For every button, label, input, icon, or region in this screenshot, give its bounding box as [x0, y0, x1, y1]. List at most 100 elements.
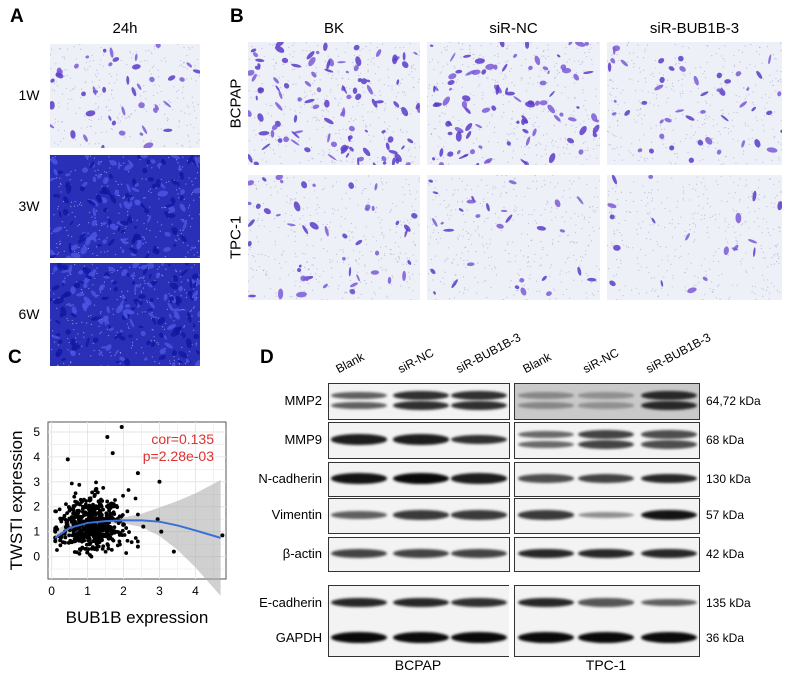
protein-band — [641, 440, 697, 449]
protein-band — [331, 401, 387, 410]
data-point — [96, 511, 101, 516]
protein-band — [578, 392, 634, 399]
x-axis-label: BUB1B expression — [66, 608, 209, 627]
panel-a-label: A — [10, 6, 24, 27]
data-point — [92, 494, 97, 499]
protein-band — [518, 440, 574, 449]
data-point — [96, 544, 101, 549]
data-point — [101, 544, 106, 549]
protein-label: Vimentin — [271, 507, 322, 522]
data-point — [120, 528, 125, 533]
data-point — [105, 524, 110, 529]
protein-band — [578, 598, 634, 607]
data-point — [110, 516, 115, 521]
lane-label: siR-NC — [580, 345, 622, 376]
data-point — [118, 542, 122, 547]
data-point — [105, 434, 110, 439]
data-point — [111, 529, 116, 534]
data-point — [72, 494, 77, 499]
y-tick-label: 5 — [33, 425, 40, 439]
data-point — [68, 540, 73, 544]
data-point — [77, 518, 81, 522]
data-point — [71, 511, 75, 516]
data-point — [129, 540, 134, 545]
data-point — [104, 517, 109, 522]
lane-label: siR-NC — [395, 345, 437, 376]
data-point — [124, 526, 129, 530]
data-point — [57, 507, 62, 512]
lane-label: Blank — [333, 349, 367, 376]
data-point — [83, 502, 88, 507]
data-point — [92, 525, 97, 530]
protein-band — [451, 390, 507, 401]
data-point — [77, 551, 82, 556]
micrograph — [248, 42, 420, 165]
x-tick-label: 0 — [48, 584, 55, 598]
data-point — [71, 506, 76, 510]
protein-band — [518, 597, 574, 608]
data-point — [99, 504, 104, 509]
row-label: BCPAP — [227, 78, 245, 128]
column-header: siR-BUB1B-3 — [649, 20, 740, 37]
data-point — [125, 538, 130, 543]
panel-c-label: C — [8, 347, 22, 368]
data-point — [83, 505, 88, 510]
stat-annotation: p=2.28e-03 — [143, 448, 214, 464]
x-tick-label: 3 — [156, 584, 163, 598]
protein-band — [578, 632, 634, 643]
protein-band — [331, 632, 387, 643]
data-point — [58, 538, 63, 543]
column-header: BK — [323, 20, 344, 37]
stat-annotation: cor=0.135 — [151, 431, 214, 447]
data-point — [86, 547, 91, 552]
micrograph-3w — [50, 155, 200, 258]
data-point — [55, 548, 59, 552]
protein-band — [518, 392, 574, 399]
data-point — [87, 542, 92, 547]
data-point — [171, 549, 176, 554]
data-point — [105, 521, 110, 526]
molecular-weight-label: 36 kDa — [706, 630, 745, 645]
protein-band — [578, 474, 634, 483]
protein-band — [393, 549, 449, 558]
data-point — [106, 543, 110, 548]
data-point — [92, 546, 97, 551]
data-point — [220, 533, 225, 538]
cell-line-label: TPC-1 — [585, 657, 627, 673]
data-point — [135, 539, 140, 544]
panel-d-label: D — [260, 347, 274, 368]
data-point — [64, 524, 69, 529]
data-point — [109, 547, 114, 552]
data-point — [87, 533, 91, 538]
data-point — [65, 521, 70, 526]
data-point — [94, 487, 98, 491]
data-point — [55, 527, 60, 532]
row-label: 1W — [18, 87, 40, 103]
blot-divider — [509, 585, 512, 657]
data-point — [72, 537, 77, 541]
protein-band — [331, 597, 387, 608]
protein-band — [641, 598, 697, 607]
row-label: TPC-1 — [227, 215, 245, 259]
protein-band — [641, 430, 697, 439]
protein-band — [331, 511, 387, 519]
data-point — [78, 497, 83, 502]
data-point — [87, 527, 91, 532]
x-tick-label: 4 — [192, 584, 199, 598]
protein-band — [641, 509, 697, 521]
molecular-weight-label: 42 kDa — [706, 546, 745, 561]
data-point — [81, 533, 86, 537]
micrograph-1w — [50, 44, 200, 148]
y-tick-label: 2 — [33, 500, 40, 514]
data-point — [118, 531, 123, 536]
protein-band — [331, 549, 387, 558]
data-point — [110, 451, 115, 456]
data-point — [84, 499, 88, 503]
protein-band — [451, 434, 507, 445]
data-point — [133, 496, 138, 501]
data-point — [94, 480, 98, 485]
panel-b-label: B — [230, 6, 244, 27]
data-point — [117, 539, 122, 544]
data-point — [53, 538, 58, 543]
